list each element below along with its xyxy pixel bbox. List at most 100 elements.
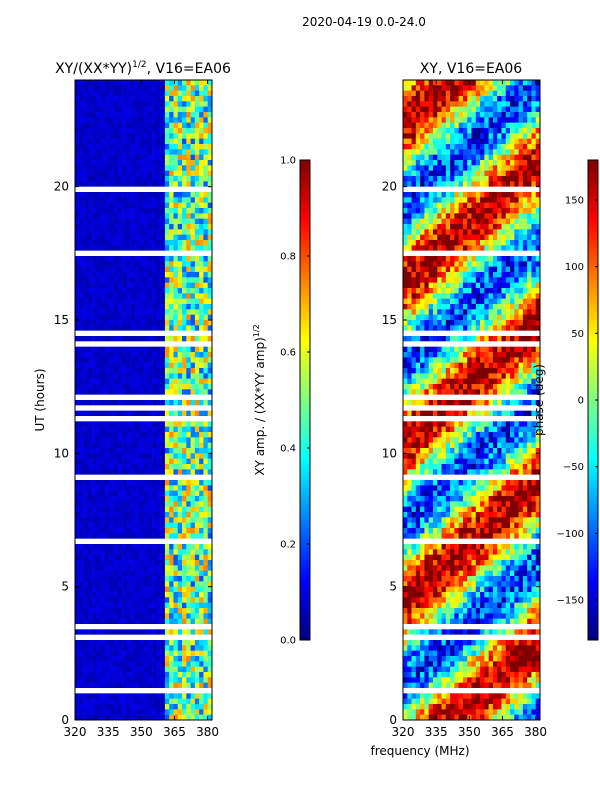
heatmap-cell [190,170,196,177]
heatmap-cell [122,213,127,219]
heatmap-cell [134,597,140,603]
heatmap-cell [130,512,136,518]
heatmap-cell [117,266,123,273]
heatmap-cell [458,208,464,214]
heatmap-cell [92,357,97,363]
heatmap-cell [441,80,447,86]
heatmap-cell [92,346,97,353]
heatmap-cell [139,442,144,449]
heatmap-cell [143,122,149,129]
heatmap-cell [173,362,179,369]
heatmap-cell [147,261,153,267]
heatmap-cell [122,336,127,342]
heatmap-cell [100,293,106,299]
heatmap-cell [420,224,425,230]
heatmap-cell [164,672,170,678]
heatmap-cell [535,213,541,219]
heatmap-cell [96,170,101,177]
heatmap-cell [522,149,528,155]
heatmap-cell [117,181,123,187]
heatmap-cell [122,485,127,491]
heatmap-cell [450,234,455,241]
heatmap-cell [75,394,80,401]
heatmap-cell [164,682,170,689]
heatmap-cell [488,240,494,246]
heatmap-cell [75,704,80,710]
heatmap-cell [403,261,408,267]
heatmap-cell [160,250,166,257]
heatmap-cell [505,197,511,203]
heatmap-cell [531,117,537,123]
heatmap-cell [164,138,170,145]
heatmap-cell [143,565,149,571]
heatmap-cell [190,714,196,721]
heatmap-cell [152,672,157,678]
heatmap-cell [143,218,149,225]
heatmap-cell [199,117,204,123]
heatmap-cell [83,138,89,145]
heatmap-cell [173,693,179,699]
heatmap-cell [130,346,136,353]
heatmap-cell [462,213,468,219]
heatmap-cell [104,650,110,657]
heatmap-cell [160,341,166,347]
heatmap-cell [471,160,477,166]
y-tick-label: 20 [54,180,69,194]
heatmap-cell [462,96,468,102]
heatmap-cell [96,149,101,155]
heatmap-cell [182,202,187,209]
heatmap-cell [96,469,101,475]
heatmap-cell [130,656,136,662]
heatmap-cell [79,693,84,699]
heatmap-cell [522,112,528,118]
heatmap-cell [437,144,442,150]
heatmap-cell [113,709,119,715]
heatmap-cell [177,672,183,678]
heatmap-cell [139,224,144,230]
heatmap-cell [92,512,97,518]
heatmap-cell [207,394,213,401]
heatmap-cell [467,176,472,182]
heatmap-cell [139,384,144,390]
heatmap-cell [87,560,93,566]
heatmap-cell [87,506,93,513]
heatmap-cell [173,202,179,209]
heatmap-cell [505,144,511,150]
heatmap-cell [147,464,153,470]
heatmap-cell [96,602,101,609]
heatmap-cell [134,656,140,662]
heatmap-cell [462,170,468,177]
heatmap-cell [535,85,541,91]
heatmap-cell [441,144,447,150]
heatmap-cell [441,192,447,198]
heatmap-cell [126,517,131,523]
heatmap-cell [518,256,524,262]
heatmap-cell [194,400,200,406]
heatmap-cell [126,592,131,598]
heatmap-cell [92,138,97,145]
heatmap-cell [134,490,140,497]
heatmap-cell [428,128,434,134]
heatmap-cell [182,698,187,705]
heatmap-cell [156,320,161,326]
heatmap-cell [471,234,477,241]
heatmap-cell [169,480,174,486]
heatmap-cell [207,218,213,225]
heatmap-cell [531,96,537,102]
heatmap-cell [497,234,502,241]
heatmap-cell [87,496,93,502]
heatmap-cell [143,234,149,241]
heatmap-cell [207,181,213,187]
heatmap-cell [113,320,119,326]
heatmap-cell [203,597,209,603]
heatmap-cell [134,410,140,417]
heatmap-cell [173,453,179,459]
heatmap-cell [83,688,89,694]
heatmap-cell [100,421,106,427]
heatmap-cell [117,101,123,107]
heatmap-cell [152,453,157,459]
heatmap-cell [527,250,532,257]
heatmap-cell [100,629,106,635]
heatmap-cell [182,512,187,518]
heatmap-cell [130,277,136,283]
